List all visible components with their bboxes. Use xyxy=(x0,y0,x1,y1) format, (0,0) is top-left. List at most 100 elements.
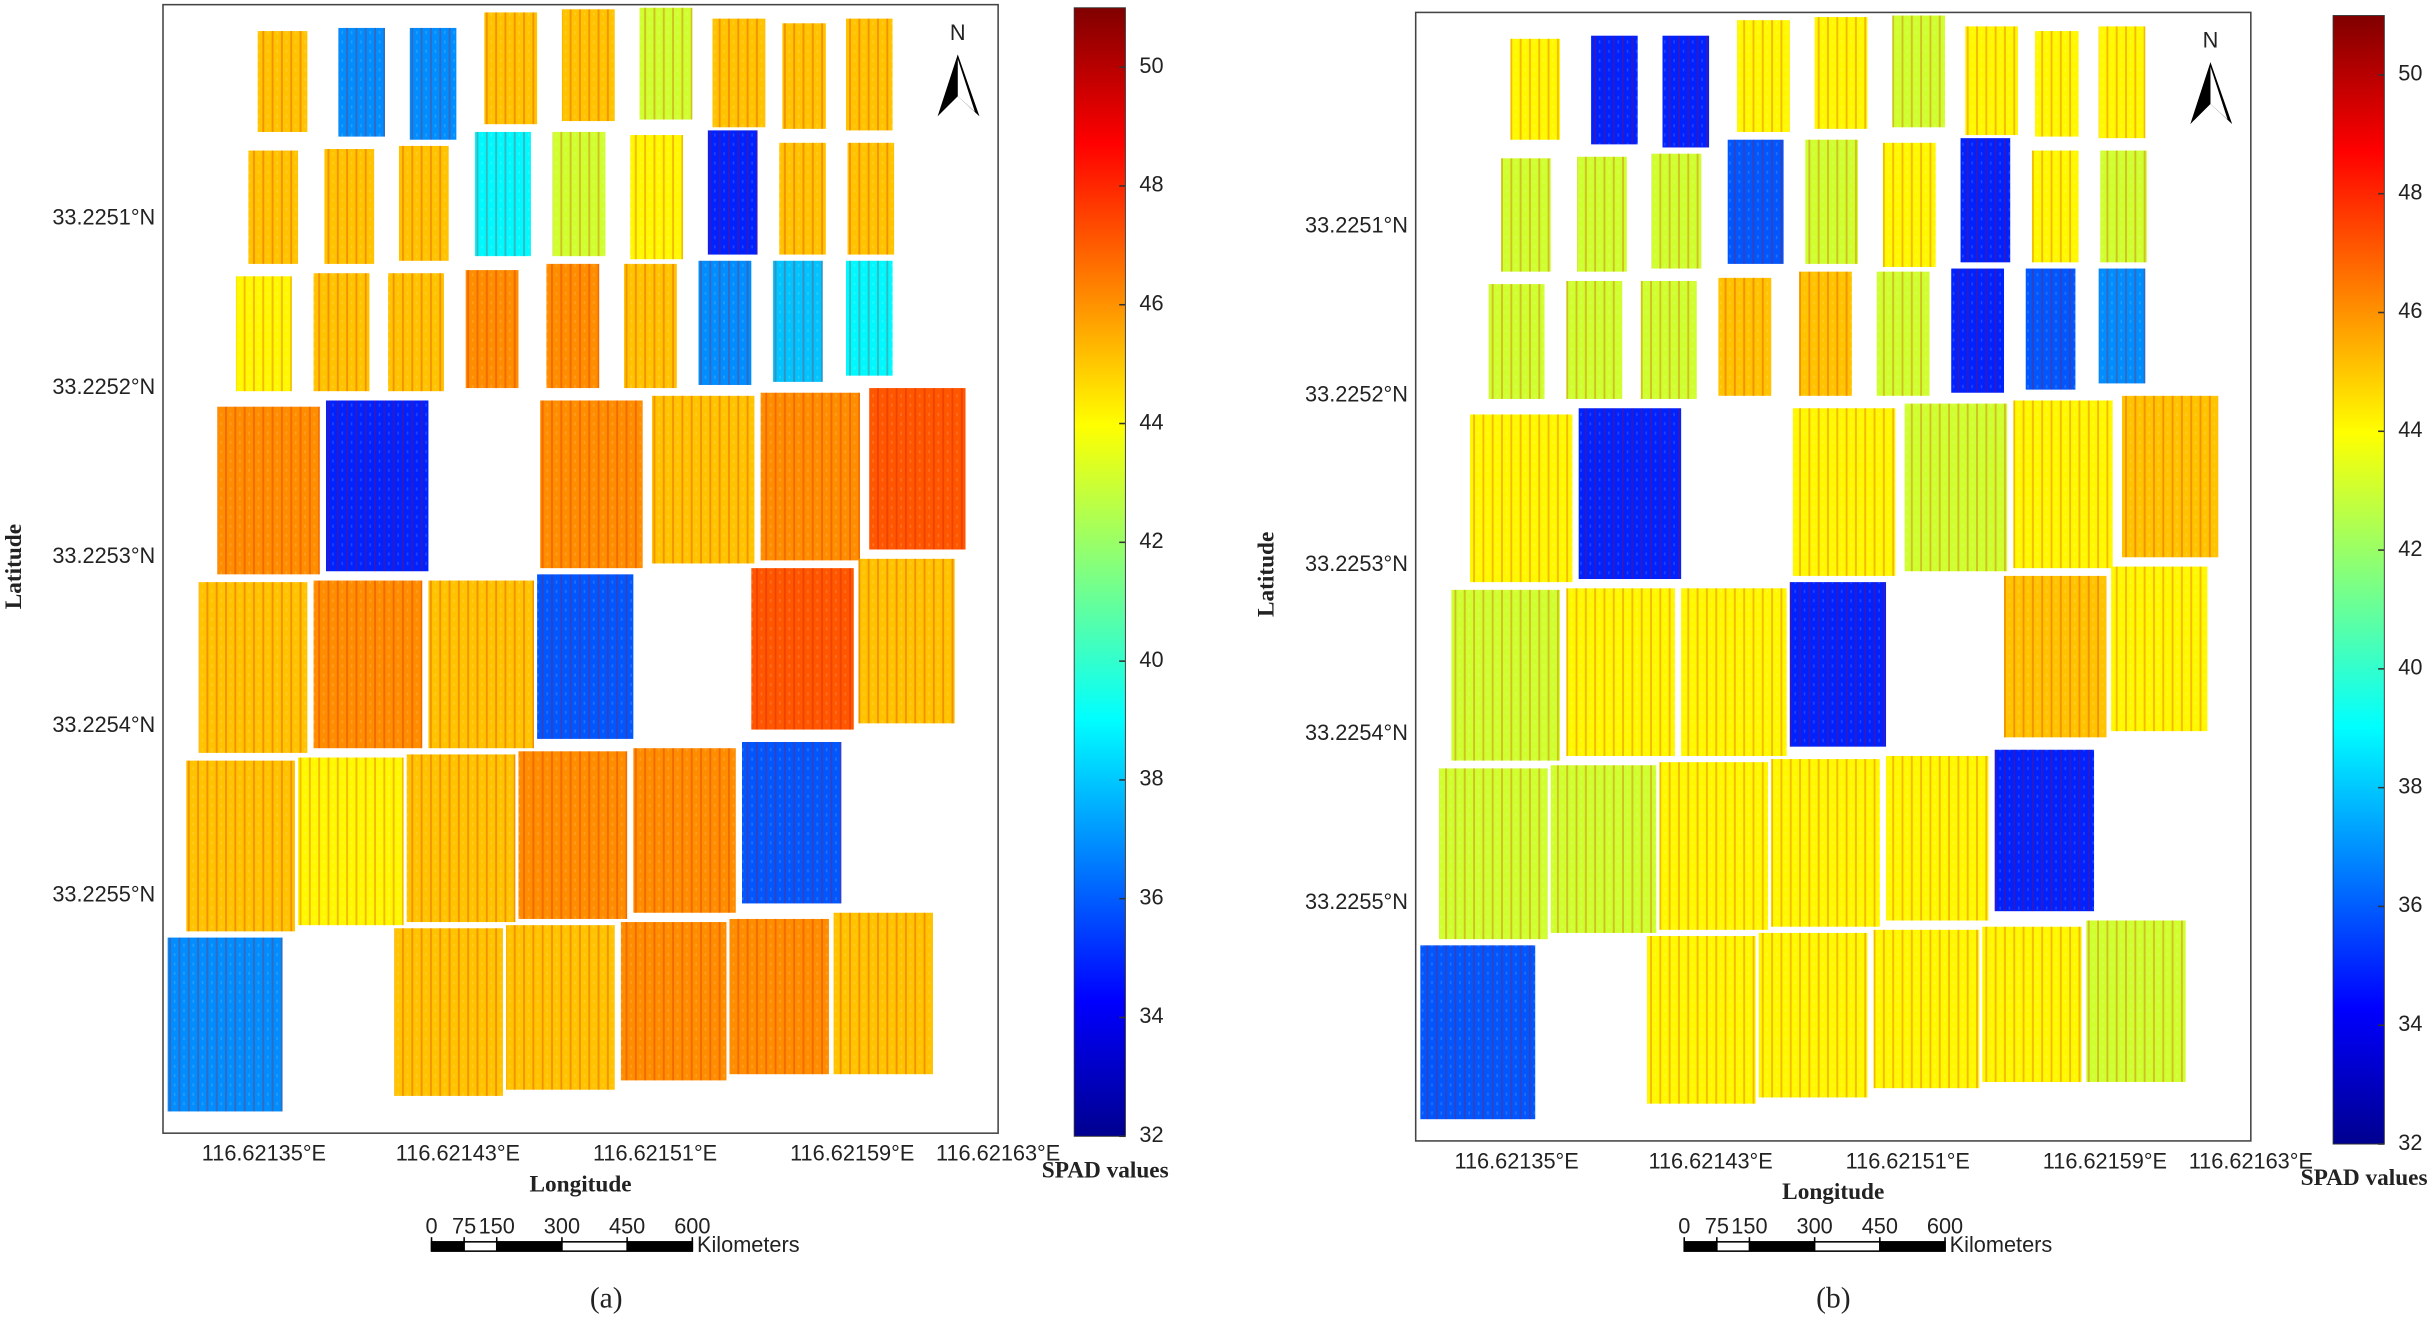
panel: 33.2251°N 33.2252°N 33.2253°N 33.2254°N 33.2… xyxy=(1254,11,2428,1315)
plot-texture xyxy=(552,131,606,257)
plot-texture xyxy=(630,135,684,260)
scale-bar-segment xyxy=(1879,1241,1946,1252)
plot-texture xyxy=(1420,945,1536,1120)
plot-texture xyxy=(1651,153,1702,269)
plot-texture xyxy=(2111,566,2208,732)
scale-bar-label: 300 xyxy=(544,1214,580,1239)
plot-texture xyxy=(1662,35,1710,148)
plot-texture xyxy=(167,937,283,1112)
plot-texture xyxy=(1805,139,1859,264)
plot-texture xyxy=(1994,749,2095,912)
plot-texture xyxy=(1876,271,1930,396)
colorbar-tick-label: 40 xyxy=(2398,655,2422,680)
scale-bar-label: 75 xyxy=(452,1214,476,1239)
colorbar-tick-label: 34 xyxy=(2398,1011,2422,1036)
panel: 33.2251°N 33.2252°N 33.2253°N 33.2254°N 33.2… xyxy=(1,3,1169,1315)
plot-texture xyxy=(2035,31,2079,137)
colorbar-tick-label: 48 xyxy=(1139,172,1163,197)
plot-texture xyxy=(506,925,615,1090)
plot-texture xyxy=(235,276,292,392)
colorbar-tick-label: 48 xyxy=(2398,179,2422,204)
scale-bar-label: 0 xyxy=(425,1214,437,1239)
colorbar-tick-label: 38 xyxy=(2398,773,2422,798)
plot-texture xyxy=(398,145,449,261)
lat-label: 33.2255°N xyxy=(52,881,155,906)
plot-texture xyxy=(1882,142,1936,267)
plot-texture xyxy=(1892,15,1946,128)
scale-bar-segment xyxy=(1749,1241,1815,1252)
lon-label: 116.62143°E xyxy=(1649,1148,1773,1173)
scale-bar-label: 600 xyxy=(674,1214,710,1239)
colorbar xyxy=(2332,15,2385,1145)
plot-texture xyxy=(388,273,444,392)
plot-texture xyxy=(1799,271,1852,396)
plot-texture xyxy=(1646,936,1756,1104)
plot-texture xyxy=(1566,588,1675,756)
plot-texture xyxy=(1488,284,1545,399)
plot-texture xyxy=(409,27,457,140)
panel-caption: (a) xyxy=(590,1283,623,1315)
plot-texture xyxy=(2025,268,2076,390)
plot-texture xyxy=(1451,589,1561,761)
plot-texture xyxy=(2013,400,2113,569)
plot-texture xyxy=(546,263,600,389)
y-axis-title: Latitude xyxy=(1254,532,1280,617)
scale-bar-unit: Kilometers xyxy=(697,1232,800,1257)
plot-texture xyxy=(651,395,755,564)
plot-texture xyxy=(2086,920,2186,1082)
plot-texture xyxy=(248,150,299,264)
colorbar-title: SPAD values xyxy=(2301,1165,2428,1191)
scale-bar-segment xyxy=(496,1241,562,1252)
plot-texture xyxy=(1792,408,1896,576)
colorbar-title: SPAD values xyxy=(1042,1157,1169,1183)
plot-texture xyxy=(633,748,736,913)
plot-texture xyxy=(324,149,375,264)
plot-texture xyxy=(428,580,534,749)
colorbar-tick-label: 36 xyxy=(1139,884,1163,909)
lat-label: 33.2251°N xyxy=(1305,212,1408,237)
lon-label: 116.62151°E xyxy=(593,1141,717,1166)
lat-label: 33.2252°N xyxy=(52,374,155,399)
plot-texture xyxy=(313,273,370,392)
colorbar-tick-label: 40 xyxy=(1139,647,1163,672)
lat-label: 33.2253°N xyxy=(52,543,155,568)
x-axis-title: Longitude xyxy=(1782,1179,1884,1205)
plot-texture xyxy=(1873,929,1980,1089)
scale-bar-label: 300 xyxy=(1797,1214,1833,1239)
plot-texture xyxy=(1718,277,1772,396)
plot-texture xyxy=(779,142,826,255)
plot-texture xyxy=(406,754,516,923)
scale-bar-label: 450 xyxy=(609,1214,645,1239)
plot-texture xyxy=(639,7,693,120)
scale-bar-label: 150 xyxy=(1731,1214,1767,1239)
colorbar-tick-label: 34 xyxy=(1139,1003,1163,1028)
scale-bar-label: 0 xyxy=(1678,1214,1690,1239)
colorbar-tick-label: 50 xyxy=(1139,53,1163,78)
colorbar-tick-label: 42 xyxy=(1139,528,1163,553)
plot-texture xyxy=(1951,268,2005,393)
y-axis-title: Latitude xyxy=(1,524,27,609)
plot-texture xyxy=(1904,403,2008,572)
plot-texture xyxy=(1591,35,1638,145)
plot-texture xyxy=(1965,26,2018,136)
plot-texture xyxy=(298,757,404,926)
plot-texture xyxy=(1681,588,1787,756)
plot-texture xyxy=(1566,280,1623,399)
plot-texture xyxy=(325,400,429,572)
plot-texture xyxy=(751,568,854,730)
scale-bar-segment xyxy=(431,1241,465,1252)
lat-label: 33.2251°N xyxy=(52,205,155,230)
lat-label: 33.2254°N xyxy=(1305,720,1408,745)
plot-texture xyxy=(760,392,860,561)
plot-texture xyxy=(2004,575,2107,738)
plot-texture xyxy=(2121,395,2219,558)
plot-texture xyxy=(1814,17,1868,129)
plot-texture xyxy=(313,580,423,749)
plot-texture xyxy=(846,18,893,131)
lon-label: 116.62163°E xyxy=(2189,1148,2313,1173)
lon-label: 116.62143°E xyxy=(396,1141,520,1166)
lat-label: 33.2253°N xyxy=(1305,551,1408,576)
plot-texture xyxy=(518,751,628,919)
lon-label: 116.62135°E xyxy=(202,1141,326,1166)
plot-texture xyxy=(620,922,727,1081)
